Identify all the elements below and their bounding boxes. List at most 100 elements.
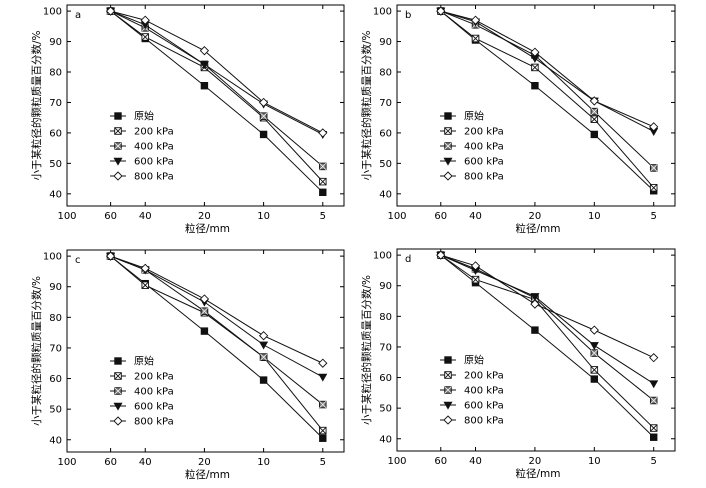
y-tick-label: 80 [379, 312, 392, 323]
data-point-x [531, 63, 539, 72]
x-tick-label: 20 [529, 456, 542, 467]
data-point [200, 327, 209, 335]
legend-item: 200 kPa [110, 372, 174, 383]
legend-marker-x [444, 371, 452, 379]
data-point [319, 162, 327, 171]
panel-label: a [75, 10, 81, 21]
legend-marker-x [114, 387, 122, 395]
data-point-x [590, 108, 598, 116]
data-point-x [650, 424, 658, 432]
legend-marker [114, 142, 122, 150]
data-point-x [471, 34, 480, 43]
series-4 [436, 250, 659, 363]
legend-item: 200 kPa [440, 371, 504, 382]
legend-item: 400 kPa [440, 386, 504, 397]
data-point [590, 375, 599, 383]
data-point [140, 15, 150, 25]
data-point [531, 63, 539, 72]
legend-marker-x [114, 142, 122, 150]
data-point [200, 307, 209, 315]
data-point-x [319, 162, 327, 170]
legend: 原始 200 kPa 400 kPa 600 kPa 800 kPa [440, 354, 504, 427]
legend: 原始 200 kPa 400 kPa 600 kPa 800 kPa [440, 110, 504, 183]
legend-label: 800 kPa [134, 417, 174, 428]
data-point [105, 251, 116, 261]
legend-label: 400 kPa [134, 387, 174, 398]
legend-item: 800 kPa [110, 171, 174, 183]
legend-item: 原始 [110, 355, 154, 368]
y-tick-label: 40 [379, 434, 392, 445]
legend-marker-x [114, 127, 122, 135]
y-tick-label: 90 [49, 37, 62, 48]
data-point [589, 342, 599, 351]
x-tick-label: 10 [588, 456, 601, 467]
data-point [199, 294, 210, 304]
data-point-x [590, 366, 598, 374]
x-tick-label: 100 [57, 457, 76, 468]
y-tick-label: 70 [49, 343, 62, 354]
legend-label: 800 kPa [134, 172, 174, 183]
legend-label: 200 kPa [464, 127, 504, 138]
legend-label: 400 kPa [464, 386, 504, 397]
plot-frame [396, 4, 676, 207]
legend-marker [114, 357, 122, 365]
y-tick-label: 100 [373, 7, 392, 18]
x-tick-label: 60 [434, 211, 447, 222]
legend-marker [443, 157, 453, 166]
legend-label: 400 kPa [134, 142, 174, 153]
chart-panel-d: 40 50 60 70 80 90 100 100 60 40 20 10 5 粒径/mm 小于某粒径的颗粒… [360, 248, 676, 480]
data-point [318, 128, 328, 138]
y-tick-label: 60 [379, 373, 392, 384]
data-point [531, 326, 539, 334]
data-point-x [200, 307, 208, 315]
plot-frame [66, 249, 345, 453]
x-tick-label: 10 [257, 211, 270, 222]
legend-marker-x [444, 386, 452, 394]
chart-panel-b: 40 50 60 70 80 90 100 100 60 40 20 10 5 粒径/mm 小于某粒径的颗粒… [360, 4, 676, 235]
data-point [259, 353, 268, 361]
x-tick-label: 40 [139, 457, 152, 468]
data-point [105, 6, 116, 16]
legend-marker-x [444, 127, 452, 135]
x-tick-label: 40 [139, 211, 152, 222]
data-point [471, 34, 480, 43]
data-point [650, 433, 658, 441]
legend-marker-x [114, 372, 122, 380]
y-tick-label: 90 [49, 282, 62, 293]
legend-label: 800 kPa [464, 172, 504, 183]
series-4 [105, 6, 328, 138]
data-point [590, 115, 599, 123]
y-tick-label: 100 [43, 252, 62, 263]
legend-item: 400 kPa [110, 387, 174, 398]
x-tick-label: 5 [320, 457, 326, 468]
data-point-x [260, 112, 268, 120]
legend-marker [114, 127, 122, 135]
y-tick-label: 100 [373, 251, 392, 262]
legend-marker [443, 401, 453, 410]
data-point [319, 188, 327, 196]
series-3 [436, 251, 659, 389]
data-point [140, 263, 150, 274]
series-2 [106, 252, 327, 409]
legend-marker [113, 171, 123, 181]
data-point [649, 353, 659, 363]
legend-label: 原始 [134, 355, 154, 368]
y-axis-label: 小于某粒径的颗粒质量百分数/% [360, 275, 373, 425]
data-point [589, 96, 599, 106]
legend-marker-x [444, 142, 452, 150]
data-point [200, 82, 209, 90]
data-point [649, 396, 658, 405]
legend-label: 原始 [464, 110, 484, 123]
legend: 原始 200 kPa 400 kPa 600 kPa 800 kPa [110, 355, 174, 428]
legend-marker [444, 356, 452, 364]
data-point [141, 33, 149, 41]
data-point [470, 15, 481, 25]
series-4 [105, 251, 328, 368]
y-tick-label: 70 [49, 98, 62, 109]
series-4 [436, 6, 659, 132]
legend-item: 原始 [110, 110, 154, 123]
data-point [259, 112, 268, 120]
data-point [530, 293, 540, 302]
legend-marker [113, 157, 123, 166]
